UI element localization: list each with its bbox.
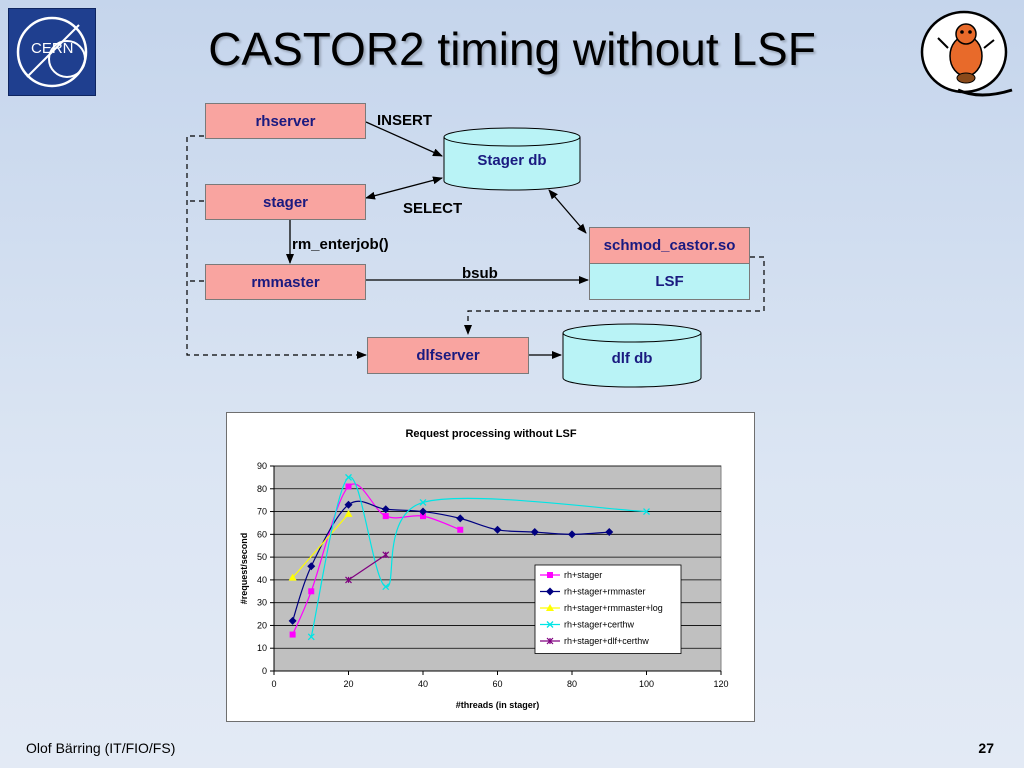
chart-title: Request processing without LSF: [405, 428, 576, 440]
chart-xtick-label: 80: [567, 679, 577, 689]
edge-label-insert: INSERT: [377, 112, 433, 129]
chart-point-series-0: [457, 526, 464, 533]
chart-xlabel: #threads (in stager): [456, 700, 540, 710]
chart-point-series-1: [419, 507, 427, 516]
chart-xtick-label: 0: [271, 679, 276, 689]
edge-dashed-right: [464, 256, 765, 335]
chart-point-series-3: [419, 498, 427, 506]
chart-point-series-1: [568, 530, 576, 539]
chart-ytick-label: 50: [257, 552, 267, 562]
node-dlf-db-label: dlf db: [611, 350, 653, 367]
chart-legend-label: rh+stager+rmmaster: [564, 587, 646, 597]
edge-dashed-left: [186, 135, 367, 359]
chart-point-series-3: [307, 633, 315, 641]
footer-author: Olof Bärring (IT/FIO/FS): [26, 740, 176, 756]
page-number: 27: [978, 740, 994, 756]
node-dlfserver: dlfserver: [367, 337, 529, 374]
chart-point-series-0: [289, 631, 296, 638]
chart-point-series-1: [493, 525, 502, 534]
stager-db-cylinder: [443, 127, 581, 191]
chart-point-series-0: [382, 513, 389, 520]
chart-ytick-label: 40: [257, 575, 267, 585]
chart-svg: Request processing without LSF 0 10 20 30 40 5…: [239, 428, 729, 710]
chart-legend: [534, 564, 682, 654]
chart-point-series-1: [344, 500, 353, 509]
chart-xtick-label: 60: [492, 679, 502, 689]
chart-point-series-1: [288, 616, 297, 625]
chart-point-series-1: [605, 528, 614, 537]
chart-legend-marker: [546, 587, 554, 596]
chart-ytick-label: 30: [257, 598, 267, 608]
chart-ytick-label: 0: [262, 666, 267, 676]
chart-ytick-label: 60: [257, 529, 267, 539]
chart-legend-marker: [546, 604, 554, 611]
chart-ytick-label: 10: [257, 643, 267, 653]
chart-point-series-1: [456, 514, 465, 523]
edge-label-rm-enterjob: rm_enterjob(): [292, 236, 389, 253]
chart-ytick-label: 90: [257, 461, 267, 471]
chart-xtick-label: 40: [418, 679, 428, 689]
chart-series-line-3: [310, 476, 647, 637]
slide-title: CASTOR2 timing without LSF: [208, 23, 816, 75]
chart-point-series-3: [345, 473, 352, 481]
chart-legend-marker: [546, 621, 554, 628]
chart-legend-marker: [547, 572, 553, 578]
beaver-mascot-icon: [918, 8, 1016, 100]
node-stager-db-label: Stager db: [477, 152, 547, 169]
cern-logo: CERN: [8, 8, 96, 96]
chart-point-series-4: [382, 551, 390, 559]
chart-series-line-4: [348, 554, 387, 581]
chart-point-series-1: [530, 528, 539, 537]
node-lsf: LSF: [589, 263, 750, 300]
chart-xtick-label: 100: [639, 679, 654, 689]
chart-legend-label: rh+stager+dlf+certhw: [564, 636, 649, 646]
chart-series-line-2: [292, 513, 349, 579]
chart-point-series-1: [307, 562, 316, 571]
edge-insert: [365, 121, 443, 157]
node-stager: stager: [205, 184, 366, 220]
cern-logo-text: CERN: [31, 40, 74, 57]
diagram-connectors: [186, 121, 765, 388]
chart-point-series-1: [381, 505, 390, 514]
chart-point-series-2: [344, 509, 353, 517]
chart-xtick-label: 120: [713, 679, 728, 689]
chart-xtick-label: 20: [343, 679, 353, 689]
chart-legend-label: rh+stager+certhw: [564, 620, 635, 630]
cern-logo-icon: CERN: [16, 16, 88, 88]
chart-ytick-label: 70: [257, 507, 267, 517]
node-rhserver: rhserver: [205, 103, 366, 139]
chart-legend-label: rh+stager: [564, 570, 602, 580]
chart-ytick-label: 80: [257, 484, 267, 494]
chart-legend-label: rh+stager+rmmaster+log: [564, 603, 663, 613]
chart-point-series-4: [345, 576, 352, 584]
edge-stagerdb-schmod: [548, 189, 587, 234]
chart-point-series-2: [288, 573, 297, 581]
chart-legend-marker: [546, 637, 554, 645]
chart-series-line-1: [292, 500, 610, 622]
edge-select: [365, 176, 443, 200]
chart-point-series-0: [308, 588, 315, 595]
node-rmmaster: rmmaster: [205, 264, 366, 300]
chart-ylabel: #request/second: [239, 533, 249, 605]
dlf-db-cylinder: [562, 323, 702, 388]
chart-request-processing: Request processing without LSF 0 10 20 30 40 5…: [226, 412, 755, 722]
chart-point-series-0: [345, 483, 352, 490]
edge-label-select: SELECT: [403, 200, 463, 217]
chart-point-series-3: [382, 583, 390, 591]
edge-label-bsub: bsub: [462, 265, 498, 282]
chart-point-series-0: [420, 513, 426, 520]
chart-ytick-label: 20: [257, 620, 267, 630]
node-schmod-castor: schmod_castor.so: [589, 227, 750, 264]
chart-point-series-3: [643, 508, 650, 516]
